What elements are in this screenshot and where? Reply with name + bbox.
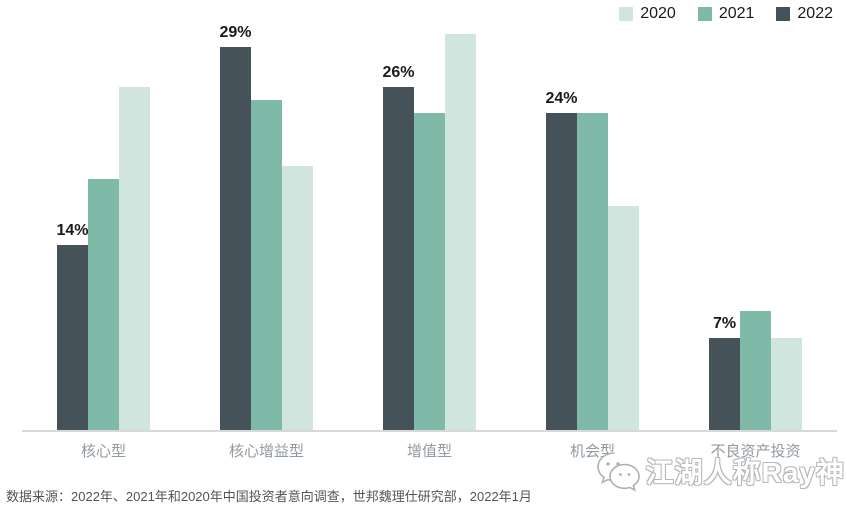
legend-swatch-2022 [776,7,791,21]
bar-group-0: 14% [22,20,185,430]
watermark-text: 江湖人称Ray神 [645,457,845,488]
bar-2022-0: 14% [56,222,89,430]
bar-2022-4: 7% [709,315,740,430]
bar-value-label: 26% [382,64,415,81]
legend-item-2022: 2022 [776,5,833,23]
bar-2020-3 [608,206,639,430]
legend-item-2021: 2021 [697,5,755,23]
bar-2021-2 [414,113,445,430]
watermark: 江湖人称Ray神 [596,450,845,492]
x-axis-label-4: 不良资产投资 [710,443,801,460]
bar-2021-4 [740,311,771,430]
legend-label: 2020 [640,5,676,22]
wechat-icon [596,452,640,492]
legend-item-2020: 2020 [619,5,676,23]
bar-group-4: 7% [674,20,837,430]
bar-2021-1 [251,100,282,430]
bar-2022-2: 26% [382,64,415,430]
bar-2020-1 [282,166,313,430]
bar-value-label: 24% [545,90,578,107]
bar-value-label: 7% [712,315,737,332]
bar-2021-3 [577,113,608,430]
plot-area: 14% 29% 26% 24% 7% [22,20,837,432]
bar-2022-3: 24% [545,90,578,430]
legend: 2020 2021 2022 [619,5,833,23]
bar-2020-4 [771,338,802,430]
x-axis-label-1: 核心增益型 [228,443,304,460]
bar-group-1: 29% [185,20,348,430]
x-axis-label-2: 增值型 [406,443,452,460]
legend-swatch-2021 [697,7,712,21]
bar-2022-1: 29% [219,24,252,430]
legend-label: 2022 [797,5,833,22]
bar-group-3: 24% [511,20,674,430]
bar-2021-0 [88,179,119,430]
x-axis-label-0: 核心型 [80,443,126,460]
source-note: 数据来源：2022年、2021年和2020年中国投资者意向调查，世邦魏理仕研究部… [6,489,532,504]
bar-value-label: 14% [56,222,89,239]
plot-groups: 14% 29% 26% 24% 7% [22,20,837,430]
bar-value-label: 29% [219,24,252,41]
legend-swatch-2020 [619,7,634,21]
bar-2020-0 [119,87,150,430]
bar-2020-2 [445,34,476,430]
bar-group-2: 26% [348,20,511,430]
legend-label: 2021 [718,5,755,22]
